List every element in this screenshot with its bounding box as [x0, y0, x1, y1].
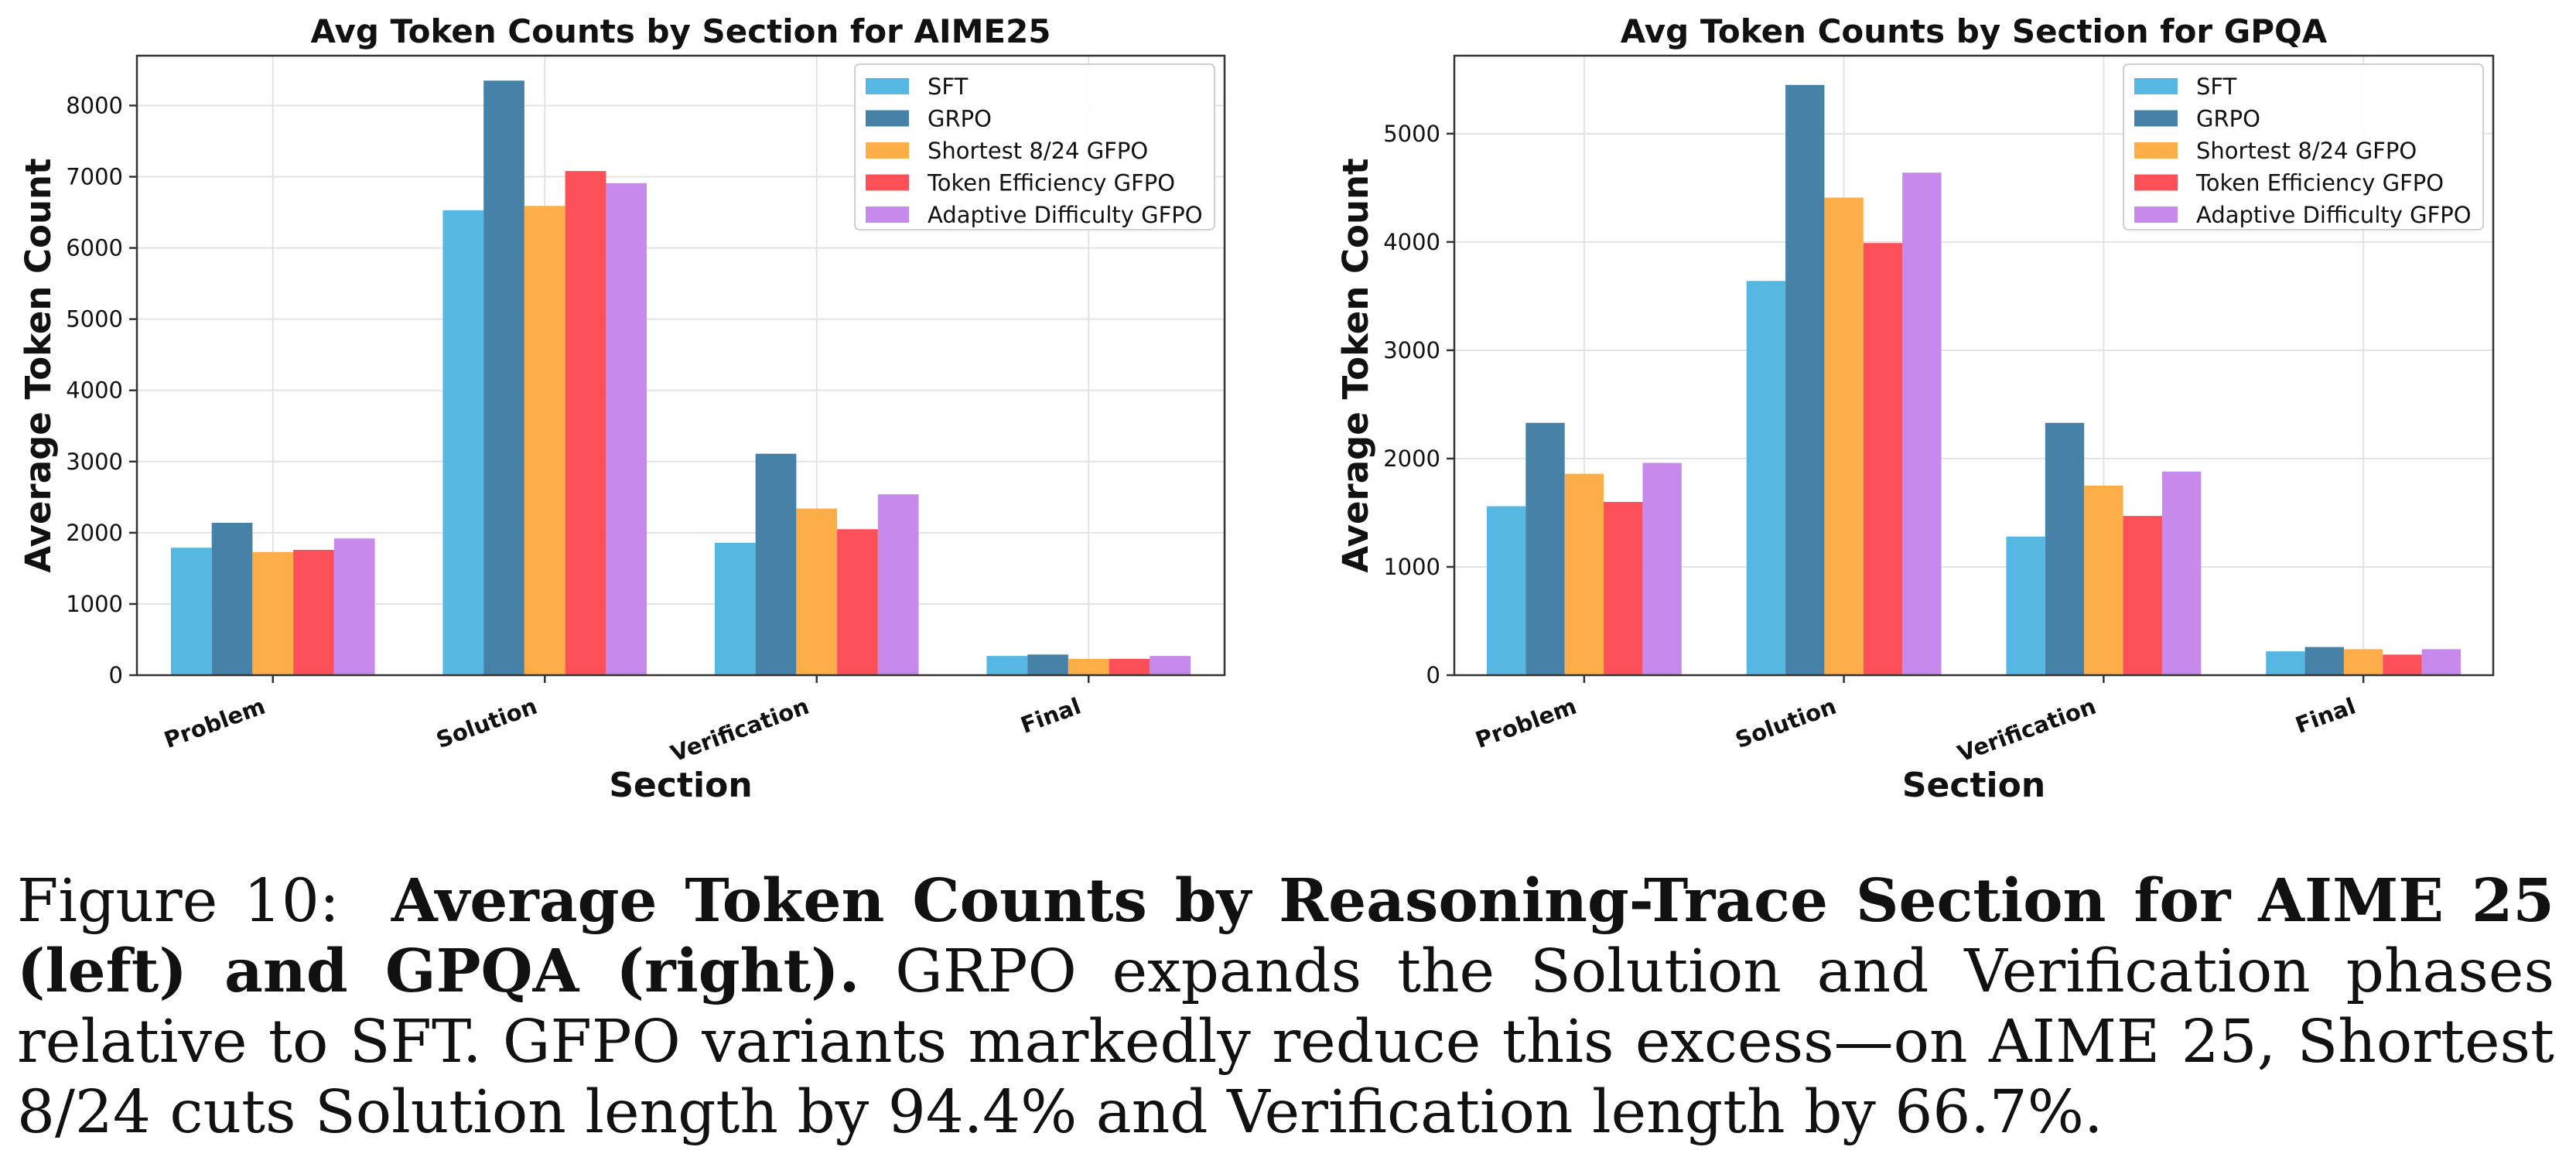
chart1-legend-label-sft: SFT [928, 73, 969, 100]
chart2-legend-swatch-shortest-8-24-gfpo [2134, 142, 2178, 159]
chart1-xtick-label-verification: Verification [667, 693, 812, 767]
chart1-ytick-label-5000: 5000 [66, 306, 123, 333]
chart2-bar-token-efficiency-gfpo-verification [2123, 516, 2162, 675]
chart1-legend-swatch-sft [866, 78, 909, 94]
chart1-ytick-label-4000: 4000 [66, 377, 123, 404]
chart1-bar-token-efficiency-gfpo-verification [837, 529, 878, 675]
chart2-ylabel: Average Token Count [1335, 158, 1376, 572]
caption-body: GRPO expands the Solution and Verificati… [17, 937, 2555, 1147]
chart1-bar-token-efficiency-gfpo-final [1109, 658, 1150, 675]
chart2-bar-shortest-8-24-gfpo-solution [1824, 197, 1864, 675]
chart2-bar-token-efficiency-gfpo-solution [1863, 243, 1903, 675]
chart1-ytick-label-8000: 8000 [66, 92, 123, 118]
chart2-legend-label-adaptive-difficulty-gfpo: Adaptive Difficulty GFPO [2196, 202, 2472, 228]
chart2-ytick-label-1000: 1000 [1383, 554, 1440, 580]
chart1-ytick-label-6000: 6000 [66, 235, 123, 261]
figure-charts: 0 1000 2000 3000 4000 5000 6000 7000 8000 Problem… [18, 12, 2495, 805]
chart2-bar-adaptive-difficulty-gfpo-solution [1902, 172, 1942, 675]
chart2-bar-grpo-solution [1785, 84, 1825, 675]
chart2-bar-sft-verification [2006, 536, 2045, 675]
chart1-bar-grpo-problem [211, 522, 253, 675]
chart1-bar-sft-solution [442, 210, 484, 675]
chart1-bar-grpo-solution [483, 80, 524, 676]
chart1-bar-adaptive-difficulty-gfpo-solution [606, 183, 647, 675]
chart1-bar-shortest-8-24-gfpo-verification [796, 508, 838, 675]
chart2-legend-swatch-token-efficiency-gfpo [2134, 174, 2178, 191]
chart2-bar-shortest-8-24-gfpo-problem [1564, 473, 1604, 675]
chart1-ylabel: Average Token Count [18, 158, 59, 572]
chart2-bar-token-efficiency-gfpo-problem [1604, 501, 1643, 675]
chart1-bar-sft-verification [714, 542, 756, 675]
chart2-ytick-label-0: 0 [1426, 662, 1440, 688]
chart1-bar-adaptive-difficulty-gfpo-problem [333, 538, 375, 675]
chart2-xlabel: Section [1902, 766, 2045, 805]
chart2-ytick-label-3000: 3000 [1383, 337, 1440, 363]
chart2-legend-swatch-sft [2134, 78, 2178, 94]
chart2-xtick-label-final: Final [2292, 693, 2359, 739]
chart2-bar-shortest-8-24-gfpo-final [2343, 649, 2383, 675]
chart1-legend-swatch-shortest-8-24-gfpo [866, 142, 909, 159]
chart1-bar-token-efficiency-gfpo-problem [293, 549, 334, 675]
chart2-bar-sft-problem [1486, 506, 1526, 675]
figure-caption: Figure 10: Average Token Counts by Reaso… [17, 866, 2554, 1148]
chart2-legend-swatch-adaptive-difficulty-gfpo [2134, 206, 2178, 223]
chart1-xtick-label-problem: Problem [161, 693, 269, 753]
chart1-ytick-label-2000: 2000 [66, 520, 123, 546]
chart1-bar-sft-final [986, 656, 1028, 675]
chart2-legend-label-token-efficiency-gfpo: Token Efficiency GFPO [2195, 170, 2444, 196]
chart1-bar-shortest-8-24-gfpo-final [1068, 658, 1109, 675]
chart1-bar-shortest-8-24-gfpo-solution [524, 206, 565, 675]
chart1-ytick-label-3000: 3000 [66, 449, 123, 475]
chart2-bar-adaptive-difficulty-gfpo-final [2421, 649, 2462, 675]
chart2-axes-frame [1453, 54, 2495, 677]
chart2-legend-box [2123, 63, 2484, 230]
chart2-legend-label-grpo: GRPO [2196, 106, 2260, 132]
caption-label: Figure 10: [17, 867, 340, 936]
chart1-axes-frame [135, 54, 1226, 677]
chart2-bar-shortest-8-24-gfpo-verification [2084, 485, 2123, 675]
chart1-legend-swatch-token-efficiency-gfpo [866, 174, 909, 191]
chart2-bar-token-efficiency-gfpo-final [2383, 654, 2422, 675]
chart1-ytick-label-0: 0 [109, 662, 123, 688]
chart2-bar-sft-solution [1746, 281, 1786, 675]
chart2-bar-sft-final [2266, 651, 2305, 675]
chart1-legend-label-token-efficiency-gfpo: Token Efficiency GFPO [927, 170, 1175, 196]
chart1-bar-token-efficiency-gfpo-solution [565, 171, 606, 675]
chart1-bar-shortest-8-24-gfpo-problem [252, 551, 294, 675]
chart1-legend-label-grpo: GRPO [928, 106, 992, 132]
chart2-legend-label-shortest-8-24-gfpo: Shortest 8/24 GFPO [2196, 138, 2417, 164]
chart2-xtick-label-verification: Verification [1954, 693, 2099, 767]
chart1-ytick-label-7000: 7000 [66, 164, 123, 190]
chart1-legend-swatch-adaptive-difficulty-gfpo [866, 206, 909, 223]
chart2-ytick-label-2000: 2000 [1383, 445, 1440, 472]
chart1-xtick-label-solution: Solution [432, 693, 540, 753]
chart1-xtick-label-final: Final [1017, 693, 1085, 739]
chart2-bar-grpo-final [2304, 647, 2344, 675]
chart2-bar-grpo-verification [2045, 422, 2085, 675]
chart1-xlabel: Section [609, 766, 752, 805]
caption-title: Average Token Counts by Reasoning-Trace … [17, 866, 2554, 1006]
chart1-legend-label-shortest-8-24-gfpo: Shortest 8/24 GFPO [928, 138, 1148, 164]
chart2-xtick-label-solution: Solution [1732, 693, 1840, 753]
chart1-legend-swatch-grpo [866, 110, 909, 127]
chart1-title: Avg Token Counts by Section for AIME25 [310, 12, 1051, 50]
chart1-bar-sft-problem [170, 548, 212, 675]
chart2-title: Avg Token Counts by Section for GPQA [1621, 12, 2328, 50]
chart2-legend-label-sft: SFT [2196, 73, 2237, 100]
chart1-bar-grpo-final [1027, 654, 1068, 675]
chart1-bar-adaptive-difficulty-gfpo-final [1150, 656, 1191, 675]
chart2-ytick-label-5000: 5000 [1383, 121, 1440, 147]
chart1-bar-grpo-verification [755, 453, 797, 675]
chart2-bar-grpo-problem [1525, 422, 1565, 675]
chart1-ytick-label-1000: 1000 [66, 591, 123, 617]
chart2-legend-swatch-grpo [2134, 110, 2178, 127]
chart1-bar-adaptive-difficulty-gfpo-verification [877, 494, 919, 675]
chart1-legend-label-adaptive-difficulty-gfpo: Adaptive Difficulty GFPO [928, 202, 1203, 228]
chart1-legend-box [854, 63, 1215, 230]
chart2-xtick-label-problem: Problem [1472, 693, 1580, 753]
chart2-ytick-label-4000: 4000 [1383, 229, 1440, 255]
chart2-bar-adaptive-difficulty-gfpo-problem [1642, 462, 1682, 675]
chart2-bar-adaptive-difficulty-gfpo-verification [2161, 471, 2202, 675]
